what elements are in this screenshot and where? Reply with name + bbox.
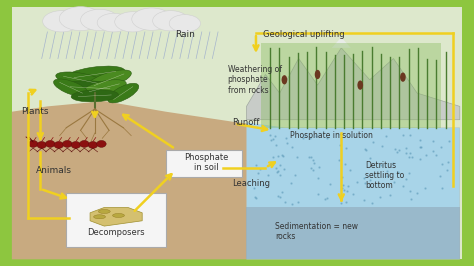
Ellipse shape (62, 81, 118, 95)
Circle shape (115, 12, 151, 32)
Ellipse shape (87, 70, 131, 90)
Ellipse shape (97, 140, 106, 147)
Ellipse shape (65, 66, 125, 83)
Ellipse shape (56, 72, 105, 88)
Ellipse shape (80, 140, 89, 147)
Text: Geological uplifting: Geological uplifting (263, 30, 344, 39)
Text: Rain: Rain (175, 30, 195, 39)
FancyBboxPatch shape (12, 7, 462, 259)
Polygon shape (332, 37, 351, 48)
Polygon shape (12, 101, 460, 259)
Polygon shape (246, 122, 460, 259)
FancyBboxPatch shape (66, 193, 166, 247)
Ellipse shape (400, 73, 406, 82)
FancyBboxPatch shape (12, 7, 462, 259)
FancyBboxPatch shape (261, 43, 441, 128)
Polygon shape (90, 207, 142, 226)
Circle shape (169, 15, 201, 32)
Ellipse shape (28, 140, 38, 147)
Text: Animals: Animals (36, 166, 72, 175)
Ellipse shape (71, 142, 81, 148)
FancyBboxPatch shape (166, 150, 242, 177)
Text: Plants: Plants (21, 107, 49, 116)
Circle shape (81, 9, 118, 31)
Ellipse shape (88, 142, 98, 148)
Ellipse shape (113, 213, 124, 218)
Polygon shape (246, 48, 460, 120)
Text: Phosphate in solution: Phosphate in solution (291, 131, 373, 140)
Circle shape (153, 11, 189, 31)
Ellipse shape (108, 83, 139, 103)
Ellipse shape (71, 90, 118, 102)
Ellipse shape (315, 70, 320, 79)
Text: Phosphate
in soil: Phosphate in soil (184, 153, 228, 172)
Text: Sedimentation = new
rocks: Sedimentation = new rocks (275, 222, 358, 241)
Circle shape (59, 7, 102, 31)
Text: Detritus
settling to
bottom: Detritus settling to bottom (365, 161, 404, 190)
Ellipse shape (54, 142, 64, 148)
Text: Weathering of
phosphate
from rocks: Weathering of phosphate from rocks (228, 65, 282, 95)
Ellipse shape (54, 79, 89, 97)
Text: Decomposers: Decomposers (87, 228, 145, 237)
Ellipse shape (37, 142, 46, 148)
Ellipse shape (93, 215, 105, 219)
Circle shape (97, 13, 130, 32)
Ellipse shape (63, 140, 72, 147)
Ellipse shape (82, 80, 126, 96)
Ellipse shape (282, 75, 287, 85)
Polygon shape (246, 207, 460, 259)
Text: Leaching: Leaching (232, 179, 270, 188)
Text: Runoff: Runoff (232, 118, 260, 127)
Ellipse shape (99, 210, 110, 213)
Ellipse shape (46, 140, 55, 147)
Ellipse shape (357, 80, 363, 90)
Circle shape (43, 11, 81, 32)
Circle shape (132, 8, 172, 30)
